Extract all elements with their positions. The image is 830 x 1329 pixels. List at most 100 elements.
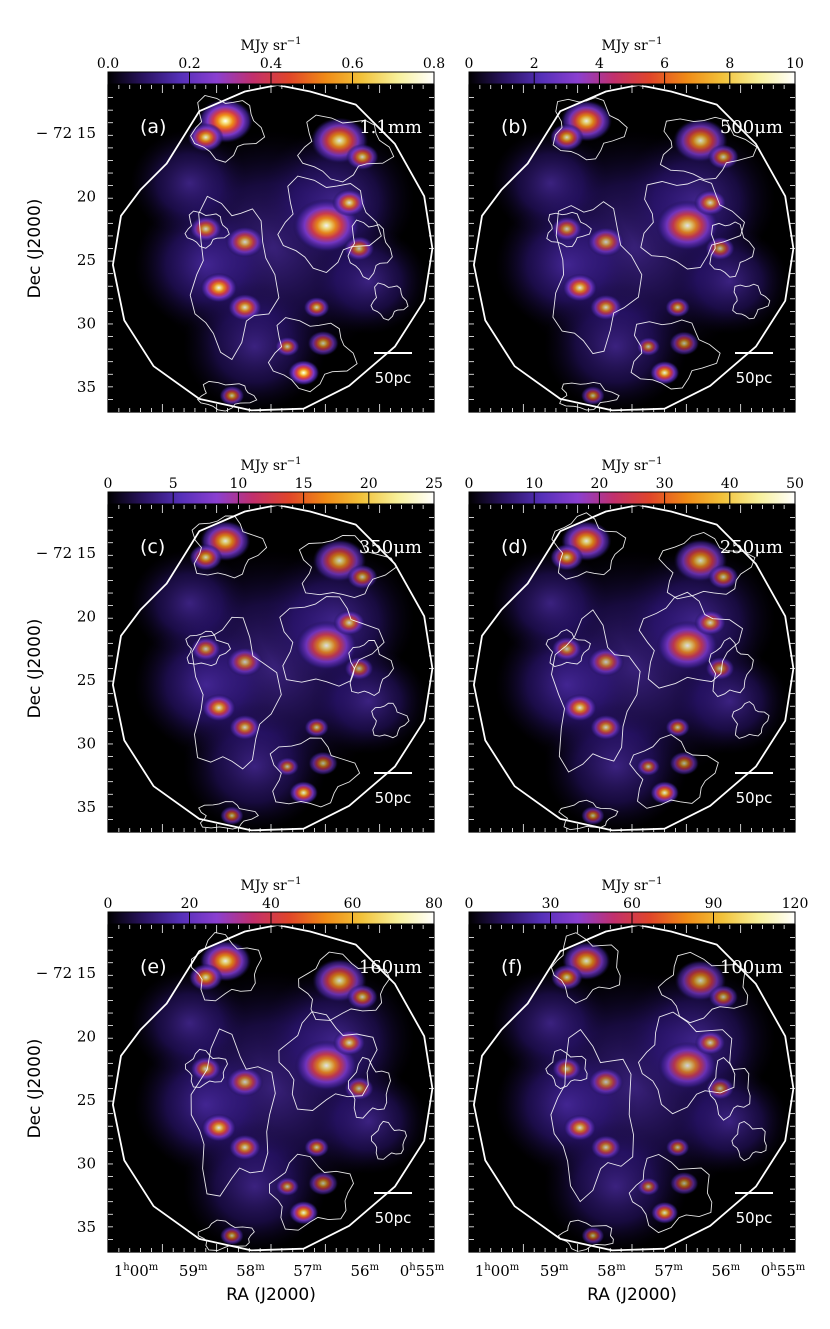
emission-clump — [707, 564, 739, 590]
contour — [347, 1056, 391, 1119]
contour — [297, 114, 395, 183]
colorbar-gradient — [468, 71, 796, 85]
diffuse-emission — [182, 701, 327, 832]
emission-clump — [275, 757, 300, 776]
map-boundary — [112, 505, 434, 832]
colorbar-tick-label: 0 — [465, 476, 474, 492]
map-boundary — [112, 925, 434, 1252]
emission-clump — [708, 985, 739, 1009]
emission-clump — [200, 272, 238, 303]
contour — [298, 535, 397, 598]
emission-clump — [550, 544, 584, 571]
contour — [557, 1219, 614, 1252]
contour — [552, 201, 643, 355]
band-label: 1.1mm — [359, 117, 422, 138]
contour — [731, 701, 770, 739]
dec-tick-label: 25 — [77, 671, 96, 689]
scale-bar-label: 50pc — [736, 789, 773, 807]
emission-clump — [705, 236, 735, 261]
colorbar-gradient — [468, 491, 796, 505]
colorbar-tick-label: 6 — [660, 56, 669, 72]
map-image — [108, 505, 434, 832]
colorbar-tick-label: 20 — [360, 476, 378, 492]
emission-clump — [227, 293, 263, 322]
dec-tick-label: 30 — [77, 735, 96, 753]
emission-clump — [219, 1226, 244, 1246]
contour — [630, 319, 721, 390]
colorbar-tick-label: 10 — [786, 56, 804, 72]
ra-tick-label: 57m — [293, 1262, 322, 1280]
emission-clump — [225, 226, 265, 258]
emission-clump — [304, 1137, 330, 1158]
ra-tick-label: 56m — [351, 1262, 380, 1280]
contour — [708, 637, 754, 698]
emission-clump — [308, 1171, 339, 1196]
contour — [551, 512, 627, 580]
dec-tick-label: 20 — [77, 188, 96, 206]
contour — [277, 175, 382, 274]
emission-clump — [187, 122, 224, 152]
emission-clump — [581, 1226, 605, 1245]
emission-clump — [669, 751, 699, 776]
contour — [551, 609, 641, 773]
emission-clump — [665, 717, 690, 738]
diffuse-emission — [491, 970, 610, 1077]
dec-axis-label: Dec (J2000) — [25, 619, 45, 719]
colorbar-tick-label: 0 — [104, 896, 113, 912]
contour — [545, 1049, 588, 1090]
contour — [278, 1011, 378, 1111]
emission-clump — [344, 656, 374, 681]
contour — [190, 1028, 276, 1197]
emission-clump — [226, 1067, 264, 1097]
contour — [638, 591, 744, 689]
contour — [550, 932, 621, 1004]
colorbar-unit-label: MJy sr−1 — [602, 876, 663, 894]
emission-clump — [333, 609, 366, 636]
dec-tick-label: 30 — [77, 1155, 96, 1173]
band-label: 160μm — [359, 957, 422, 978]
map-boundary — [473, 505, 795, 832]
contour — [269, 737, 361, 808]
emission-clump — [693, 189, 727, 216]
emission-clump — [636, 1177, 660, 1196]
colorbar-tick-label: 8 — [725, 56, 734, 72]
emission-clump — [307, 330, 339, 356]
scale-bar-label: 50pc — [736, 1209, 773, 1227]
emission-clump — [707, 144, 739, 170]
emission-clump — [308, 751, 338, 776]
panel-letter: (c) — [140, 536, 165, 558]
panel-d: 0 10 20 30 40 50 MJy sr−1 (d) 250μm 50pc — [465, 456, 804, 833]
emission-clump — [343, 236, 375, 261]
ra-tick-label: 1h00m — [114, 1262, 159, 1280]
ra-tick-label: 0h55m — [400, 1262, 445, 1280]
dec-tick-label: − 72 15 — [36, 544, 96, 562]
emission-clump — [563, 1114, 597, 1141]
panel-letter: (e) — [140, 956, 167, 978]
contour — [184, 210, 230, 249]
emission-clump — [581, 806, 605, 826]
panel-c: 0 5 10 15 20 25 MJy sr−1 (c) 350μm 50pc − 72 15 20 2… — [25, 456, 443, 833]
dec-tick-label: 35 — [77, 798, 96, 816]
colorbar-tick-label: 2 — [530, 56, 539, 72]
dec-tick-label: 25 — [77, 1091, 96, 1109]
dec-tick-label: − 72 15 — [36, 124, 96, 142]
dec-axis-label: Dec (J2000) — [25, 199, 45, 299]
emission-clump — [589, 294, 623, 321]
dec-tick-label: 35 — [77, 1218, 96, 1236]
emission-clump — [304, 717, 329, 738]
contour — [191, 616, 282, 770]
map-image — [469, 925, 795, 1252]
emission-clump — [669, 1171, 699, 1195]
emission-clump — [346, 984, 378, 1010]
scale-bar-label: 50pc — [375, 789, 412, 807]
emission-clump — [587, 647, 625, 677]
colorbar-tick-label: 90 — [705, 896, 723, 912]
emission-clump — [551, 636, 583, 662]
emission-clump — [669, 331, 700, 356]
contour — [709, 221, 755, 278]
ra-tick-label: 58m — [236, 1262, 265, 1280]
contour — [640, 178, 746, 270]
band-label: 350μm — [359, 537, 422, 558]
emission-clump — [219, 385, 245, 406]
